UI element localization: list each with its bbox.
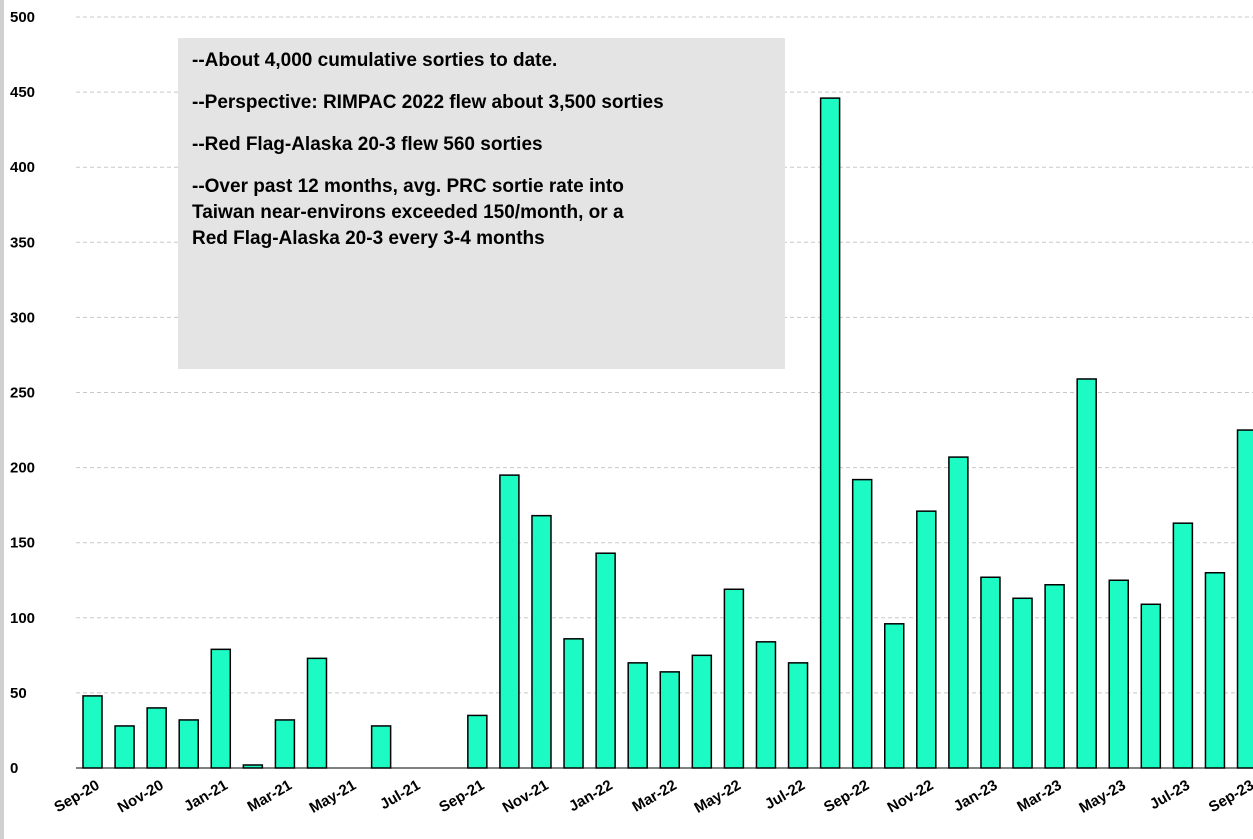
x-tick-label: May-21 [307, 777, 360, 817]
bar [1108, 579, 1129, 769]
bar [755, 641, 777, 769]
bar [819, 97, 841, 769]
annotation-box: --About 4,000 cumulative sorties to date… [178, 38, 785, 369]
bar [723, 588, 745, 769]
bar [1204, 571, 1226, 769]
left-border [0, 0, 4, 839]
bar [1236, 429, 1253, 769]
x-tick-label: Jan-21 [181, 777, 231, 815]
x-tick-label: Mar-22 [629, 777, 679, 816]
bar [659, 671, 681, 769]
y-tick-label: 300 [10, 309, 35, 326]
bar [980, 576, 1001, 769]
y-tick-label: 400 [10, 159, 35, 176]
y-tick-label: 150 [10, 535, 35, 552]
x-tick-label: Jul-21 [377, 777, 423, 813]
y-tick-label: 350 [10, 234, 35, 251]
bar [595, 552, 616, 769]
bar [884, 623, 905, 769]
bar [787, 662, 809, 769]
y-tick-label: 500 [10, 9, 35, 26]
x-tick-label: Jan-23 [951, 777, 1001, 815]
bar [1076, 378, 1097, 769]
x-tick-label: May-23 [1076, 777, 1129, 817]
bar [274, 719, 296, 769]
bar [948, 456, 969, 769]
y-tick-label: 100 [10, 610, 35, 627]
annotation-rimpac: --Perspective: RIMPAC 2022 flew about 3,… [192, 92, 664, 113]
bar [916, 510, 937, 769]
bar [691, 654, 713, 769]
y-tick-label: 0 [10, 760, 18, 777]
x-tick-label: Sep-23 [1206, 777, 1253, 816]
bar [1140, 603, 1162, 769]
bar [467, 714, 488, 769]
bar [370, 725, 392, 769]
bar [563, 638, 584, 769]
x-tick-label: Nov-22 [884, 777, 936, 817]
bar [178, 719, 199, 769]
y-tick-label: 200 [10, 460, 35, 477]
x-tick-label: Sep-20 [51, 777, 102, 816]
bar [627, 662, 648, 769]
annotation-red-flag: --Red Flag-Alaska 20-3 flew 560 sorties [192, 134, 543, 155]
x-tick-label: Jul-23 [1147, 777, 1193, 813]
y-tick-label: 450 [10, 84, 35, 101]
bar [1044, 584, 1065, 769]
x-tick-label: Nov-21 [500, 777, 552, 817]
bar [306, 657, 328, 769]
x-tick-label: Nov-20 [115, 777, 167, 817]
bar [851, 478, 873, 769]
bar [114, 725, 135, 769]
x-tick-label: Jan-22 [566, 777, 616, 815]
bar [1172, 522, 1194, 769]
annotation-sortie-rate: --Over past 12 months, avg. PRC sortie r… [192, 176, 624, 249]
y-tick-label: 250 [10, 385, 35, 402]
bar [210, 648, 232, 769]
bar [499, 474, 520, 769]
bar [82, 695, 103, 769]
bar [531, 514, 552, 769]
x-tick-label: Sep-21 [436, 777, 487, 816]
bar [146, 707, 167, 769]
y-tick-label: 50 [10, 685, 27, 702]
x-tick-label: Jul-22 [762, 777, 808, 813]
x-tick-label: Mar-23 [1014, 777, 1064, 816]
x-tick-label: Mar-21 [245, 777, 295, 816]
x-tick-label: May-22 [691, 777, 744, 817]
annotation-cumulative: --About 4,000 cumulative sorties to date… [192, 50, 558, 71]
bar [1012, 597, 1033, 769]
x-tick-label: Sep-22 [821, 777, 872, 816]
